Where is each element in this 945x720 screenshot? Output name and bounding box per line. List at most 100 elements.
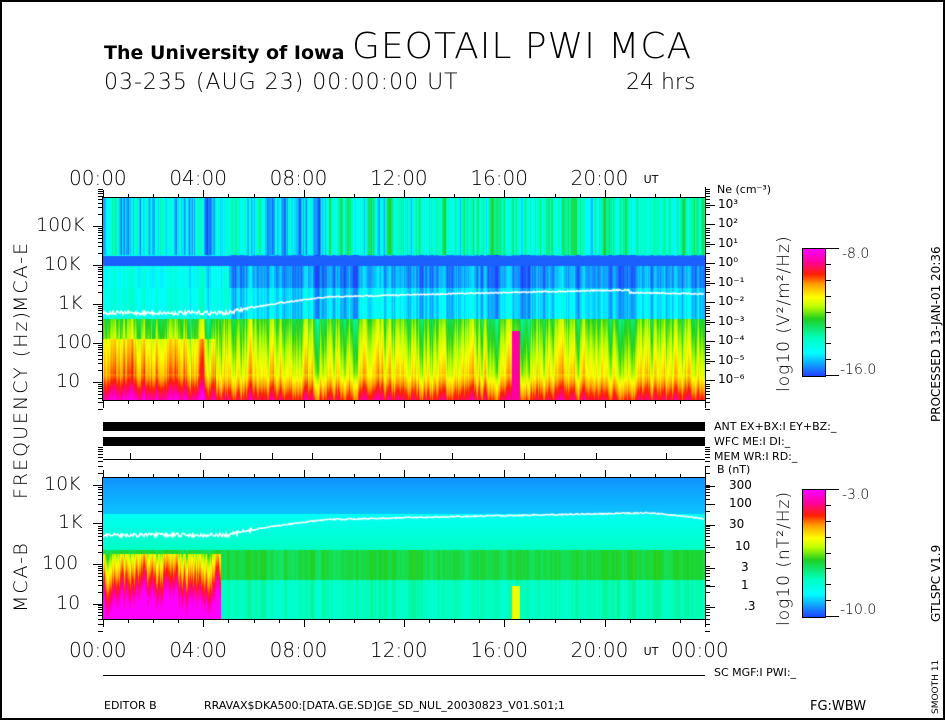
x-tick [604,470,606,478]
x-tick [604,400,606,408]
y-minor-tick [98,565,103,567]
y-minor-tick [705,527,710,529]
y-minor-tick [705,246,710,248]
x-tick [228,619,230,623]
y-minor-tick [705,495,710,497]
x-tick [203,470,205,478]
colorbar-tick [825,343,831,345]
y-minor-tick [705,609,710,611]
b-tick-label: 300 [729,478,752,492]
y-minor-tick [705,234,710,236]
colorbar-tick [825,279,831,281]
y-minor-tick [705,453,710,455]
y-tick [93,265,103,266]
b-tick [705,586,715,587]
y-minor-tick [705,623,710,625]
freq-tick-label: 10K [44,473,81,495]
freq-tick-label: 1K [58,292,83,314]
freq-tick-label: 1K [58,511,83,533]
y-minor-tick [705,486,710,488]
b-axis-label: B (nT) [717,463,751,476]
mca-e-colorbar [802,248,826,377]
y-minor-tick [98,472,103,474]
colorbar-tick [825,584,831,586]
colorbar-tick [825,311,831,313]
y-minor-tick [705,390,710,392]
colorbar-tick [825,359,831,361]
y-minor-tick [705,253,710,255]
y-minor-tick [98,630,103,632]
x-tick [328,619,330,623]
y-minor-tick [98,591,103,593]
processed-stamp: PROCESSED 13-JAN-01 20:36 [929,246,943,422]
y-minor-tick [705,532,710,534]
mem-tick [524,453,525,459]
y-minor-tick [98,268,103,270]
colorbar-tick [825,327,831,329]
mem-tick [272,453,273,459]
sc-status: SC MGF:I PWI:_ [714,666,797,679]
x-tick [303,470,305,478]
ut-label: UT [643,645,659,658]
x-tick [429,619,431,623]
x-tick [353,474,355,478]
y-minor-tick [705,266,710,268]
y-minor-tick [98,193,103,195]
x-tick [378,619,380,623]
mca-b-colorbar-max: -3.0 [842,487,870,503]
y-minor-tick [98,388,103,390]
y-minor-tick [705,510,710,512]
x-tick [153,474,155,478]
fg-mode: FG:WBW [810,699,867,714]
y-minor-tick [98,567,103,569]
y-minor-tick [98,489,103,491]
y-minor-tick [705,536,710,538]
y-minor-tick [705,363,710,365]
x-tick [529,400,531,404]
y-minor-tick [98,510,103,512]
x-tick [429,400,431,404]
y-minor-tick [705,207,710,209]
y-minor-tick [705,190,710,192]
y-minor-tick [705,202,710,204]
version-stamp: GTLSPC V1.9 [929,544,943,622]
x-tick [579,194,581,198]
colorbar-tick [825,616,839,617]
y-minor-tick [98,544,103,546]
mem-tick [596,453,597,459]
y-minor-tick [98,623,103,625]
y-minor-tick [98,195,103,197]
y-minor-tick [705,346,710,348]
x-tick [654,619,656,623]
x-tick [454,400,456,404]
y-minor-tick [98,266,103,268]
mem-status-line [103,459,705,460]
y-minor-tick [98,349,103,351]
x-tick [654,400,656,404]
x-tick [128,194,130,198]
mca-e-colorbar-min: -16.0 [840,362,877,378]
x-tick [253,474,255,478]
y-minor-tick [705,319,710,321]
time-tick-label: 04:00 [169,166,227,190]
x-tick [629,474,631,478]
b-tick-label: 10 [735,539,751,553]
y-minor-tick [98,446,103,448]
y-minor-tick [705,525,710,527]
x-tick [378,474,380,478]
x-tick [153,400,155,404]
y-minor-tick [705,312,710,314]
y-minor-tick [705,539,710,541]
x-tick [604,619,606,627]
x-tick [554,194,556,198]
y-minor-tick [98,615,103,617]
y-minor-tick [705,579,710,581]
ne-tick-label: 10⁻⁴ [718,333,745,347]
time-tick-label: 16:00 [470,638,528,662]
mem-status: MEM WR:I RD:_ [714,450,798,463]
y-minor-tick [705,268,710,270]
mca-b-frame [102,477,706,620]
x-tick [178,619,180,623]
y-minor-tick [98,579,103,581]
y-minor-tick [98,315,103,317]
